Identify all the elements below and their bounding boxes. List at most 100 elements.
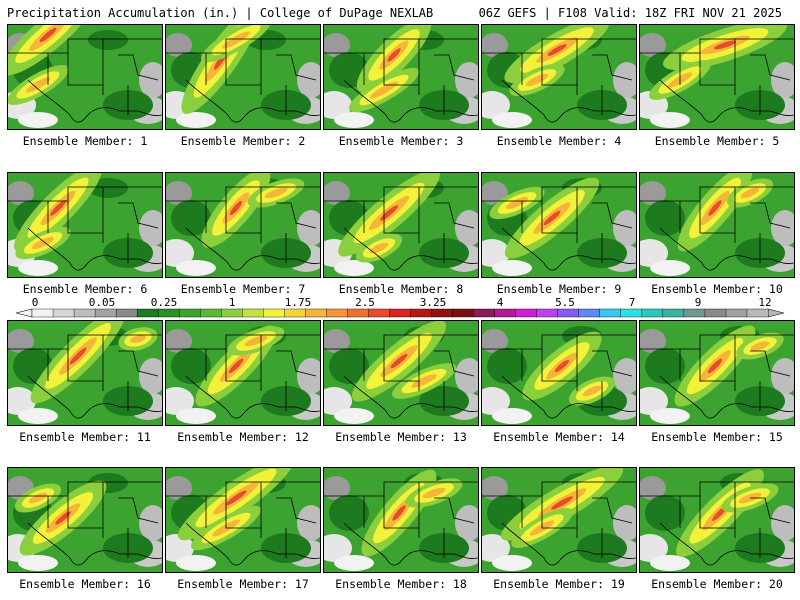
ensemble-member-label: Ensemble Member: 6 [22,282,148,296]
ensemble-map-panel [481,320,637,426]
colorbar-tick-label: 1.75 [285,297,312,309]
colorbar-swatch [431,308,454,318]
colorbar-swatch [52,308,75,318]
page-title: Precipitation Accumulation (in.) | Colle… [7,6,434,20]
ensemble-member-label: Ensemble Member: 15 [651,430,783,444]
ensemble-map-panel [323,467,479,573]
ensemble-map-panel [7,172,163,278]
colorbar-swatch [641,308,664,318]
colorbar-swatch [389,308,412,318]
colorbar-swatch [326,308,348,318]
colorbar-swatch [620,308,643,318]
colorbar-swatch [452,308,475,318]
ensemble-member-label: Ensemble Member: 10 [651,282,783,296]
colorbar-tick-label: 12 [758,297,771,309]
ensemble-member-label: Ensemble Member: 13 [335,430,467,444]
ensemble-member-label: Ensemble Member: 20 [651,577,783,591]
precip-map [8,321,162,425]
ensemble-map-panel [481,172,637,278]
precip-map [482,173,636,277]
colorbar-swatch [410,308,433,318]
ensemble-member-label: Ensemble Member: 4 [496,134,622,148]
ensemble-map-panel [165,320,321,426]
ensemble-map-panel [165,172,321,278]
ensemble-map-panel [481,467,637,573]
precip-map [324,321,478,425]
colorbar-swatch [94,308,117,318]
colorbar-swatch [599,308,622,318]
colorbar-tick-label: 0.05 [89,297,116,309]
colorbar-swatch [662,308,685,318]
ensemble-member-label: Ensemble Member: 17 [177,577,309,591]
ensemble-member-label: Ensemble Member: 14 [493,430,625,444]
colorbar-swatch [683,308,706,318]
colorbar-swatch [725,308,748,318]
colorbar-swatch [178,308,201,318]
precip-map [324,173,478,277]
ensemble-map-panel [323,172,479,278]
ensemble-map-panel [323,320,479,426]
precip-map [482,321,636,425]
colorbar-swatch [200,308,222,318]
colorbar-tick-label: 0.25 [151,297,178,309]
precip-map [8,468,162,572]
ensemble-member-label: Ensemble Member: 8 [338,282,464,296]
colorbar-swatch [221,308,243,318]
colorbar-tick-label: 2.5 [355,297,375,309]
precip-map [640,25,794,129]
colorbar-tick-label: 7 [629,297,636,309]
ensemble-member-label: Ensemble Member: 18 [335,577,467,591]
colorbar-swatch [473,308,496,318]
ensemble-map-panel [7,320,163,426]
colorbar-swatch [136,308,159,318]
colorbar-swatch [305,308,327,318]
ensemble-map-panel [165,24,321,130]
ensemble-member-label: Ensemble Member: 19 [493,577,625,591]
ensemble-member-label: Ensemble Member: 12 [177,430,309,444]
colorbar-graphic: 0 0.05 0.25 1 1.75 2.5 3.25 4 5.5 7 9 12 [15,297,785,318]
colorbar-swatch [347,308,369,318]
precip-map [640,468,794,572]
ensemble-map-panel [481,24,637,130]
precip-map [640,173,794,277]
ensemble-member-label: Ensemble Member: 5 [654,134,780,148]
colorbar-swatch [494,308,517,318]
ensemble-member-label: Ensemble Member: 3 [338,134,464,148]
precip-map [324,25,478,129]
precip-map [166,173,320,277]
colorbar-swatch [242,308,264,318]
ensemble-member-label: Ensemble Member: 7 [180,282,306,296]
precip-map [166,468,320,572]
ensemble-member-label: Ensemble Member: 2 [180,134,306,148]
precip-map [482,468,636,572]
model-run-info: 06Z GEFS | F108 Valid: 18Z FRI NOV 21 20… [478,6,782,20]
precip-map [324,468,478,572]
colorbar-swatch [73,308,96,318]
ensemble-map-panel [7,467,163,573]
colorbar-tick-label: 3.25 [420,297,447,309]
precip-map [8,173,162,277]
colorbar-swatch [536,308,559,318]
ensemble-map-panel [323,24,479,130]
colorbar-swatch [368,308,390,318]
ensemble-member-label: Ensemble Member: 11 [19,430,151,444]
colorbar-swatch [557,308,580,318]
precip-map [166,25,320,129]
precip-map [640,321,794,425]
colorbar-swatch [157,308,180,318]
ensemble-map-panel [639,172,795,278]
ensemble-map-panel [639,24,795,130]
ensemble-map-panel [639,320,795,426]
colorbar-swatch [263,308,285,318]
colorbar-swatch [515,308,538,318]
ensemble-map-panel [165,467,321,573]
colorbar-swatch [284,308,306,318]
ensemble-member-label: Ensemble Member: 9 [496,282,622,296]
colorbar-tick-label: 0 [32,297,39,309]
ensemble-member-label: Ensemble Member: 1 [22,134,148,148]
ensemble-member-label: Ensemble Member: 16 [19,577,151,591]
colorbar-swatch [115,308,138,318]
colorbar-tick-label: 5.5 [555,297,575,309]
ensemble-map-panel [7,24,163,130]
colorbar-tick-label: 4 [497,297,504,309]
